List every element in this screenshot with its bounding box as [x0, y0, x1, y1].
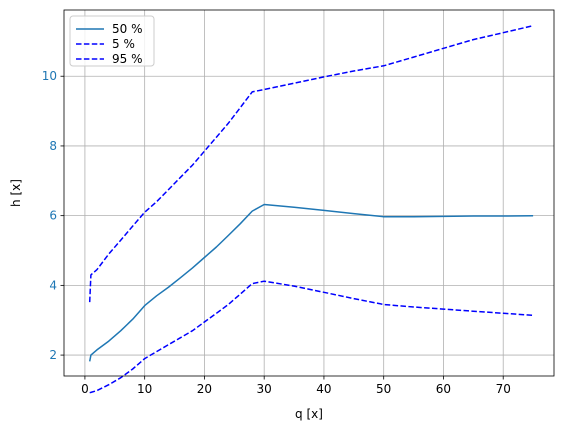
x-axis: 0 10 20 30 40 50 60 70 [81, 376, 511, 396]
x-tick-label: 40 [316, 382, 331, 396]
grid [64, 10, 554, 376]
legend-label: 5 % [112, 37, 135, 51]
y-axis-label: h [x] [9, 179, 23, 207]
series-line-1 [88, 203, 534, 362]
x-axis-label: q [x] [295, 407, 323, 421]
series-line-3 [89, 280, 534, 394]
x-tick-label: 10 [137, 382, 152, 396]
x-tick-label: 70 [496, 382, 511, 396]
legend-label: 95 % [112, 52, 143, 66]
x-tick-label: 60 [436, 382, 451, 396]
y-tick-label: 2 [49, 348, 57, 362]
y-axis: 2 4 6 8 10 [42, 69, 64, 362]
y-tick-label: 8 [49, 139, 57, 153]
legend-label: 50 % [112, 22, 143, 36]
y-tick-label: 4 [49, 278, 57, 292]
series-line-2 [88, 24, 534, 303]
y-tick-label: 6 [49, 209, 57, 223]
x-tick-label: 20 [197, 382, 212, 396]
y-tick-label: 10 [42, 69, 57, 83]
plot-frame [63, 9, 555, 377]
legend: 50 %5 %95 % [69, 15, 155, 67]
series-layer [88, 24, 534, 394]
x-tick-label: 0 [81, 382, 89, 396]
x-tick-label: 30 [257, 382, 272, 396]
x-tick-label: 50 [376, 382, 391, 396]
